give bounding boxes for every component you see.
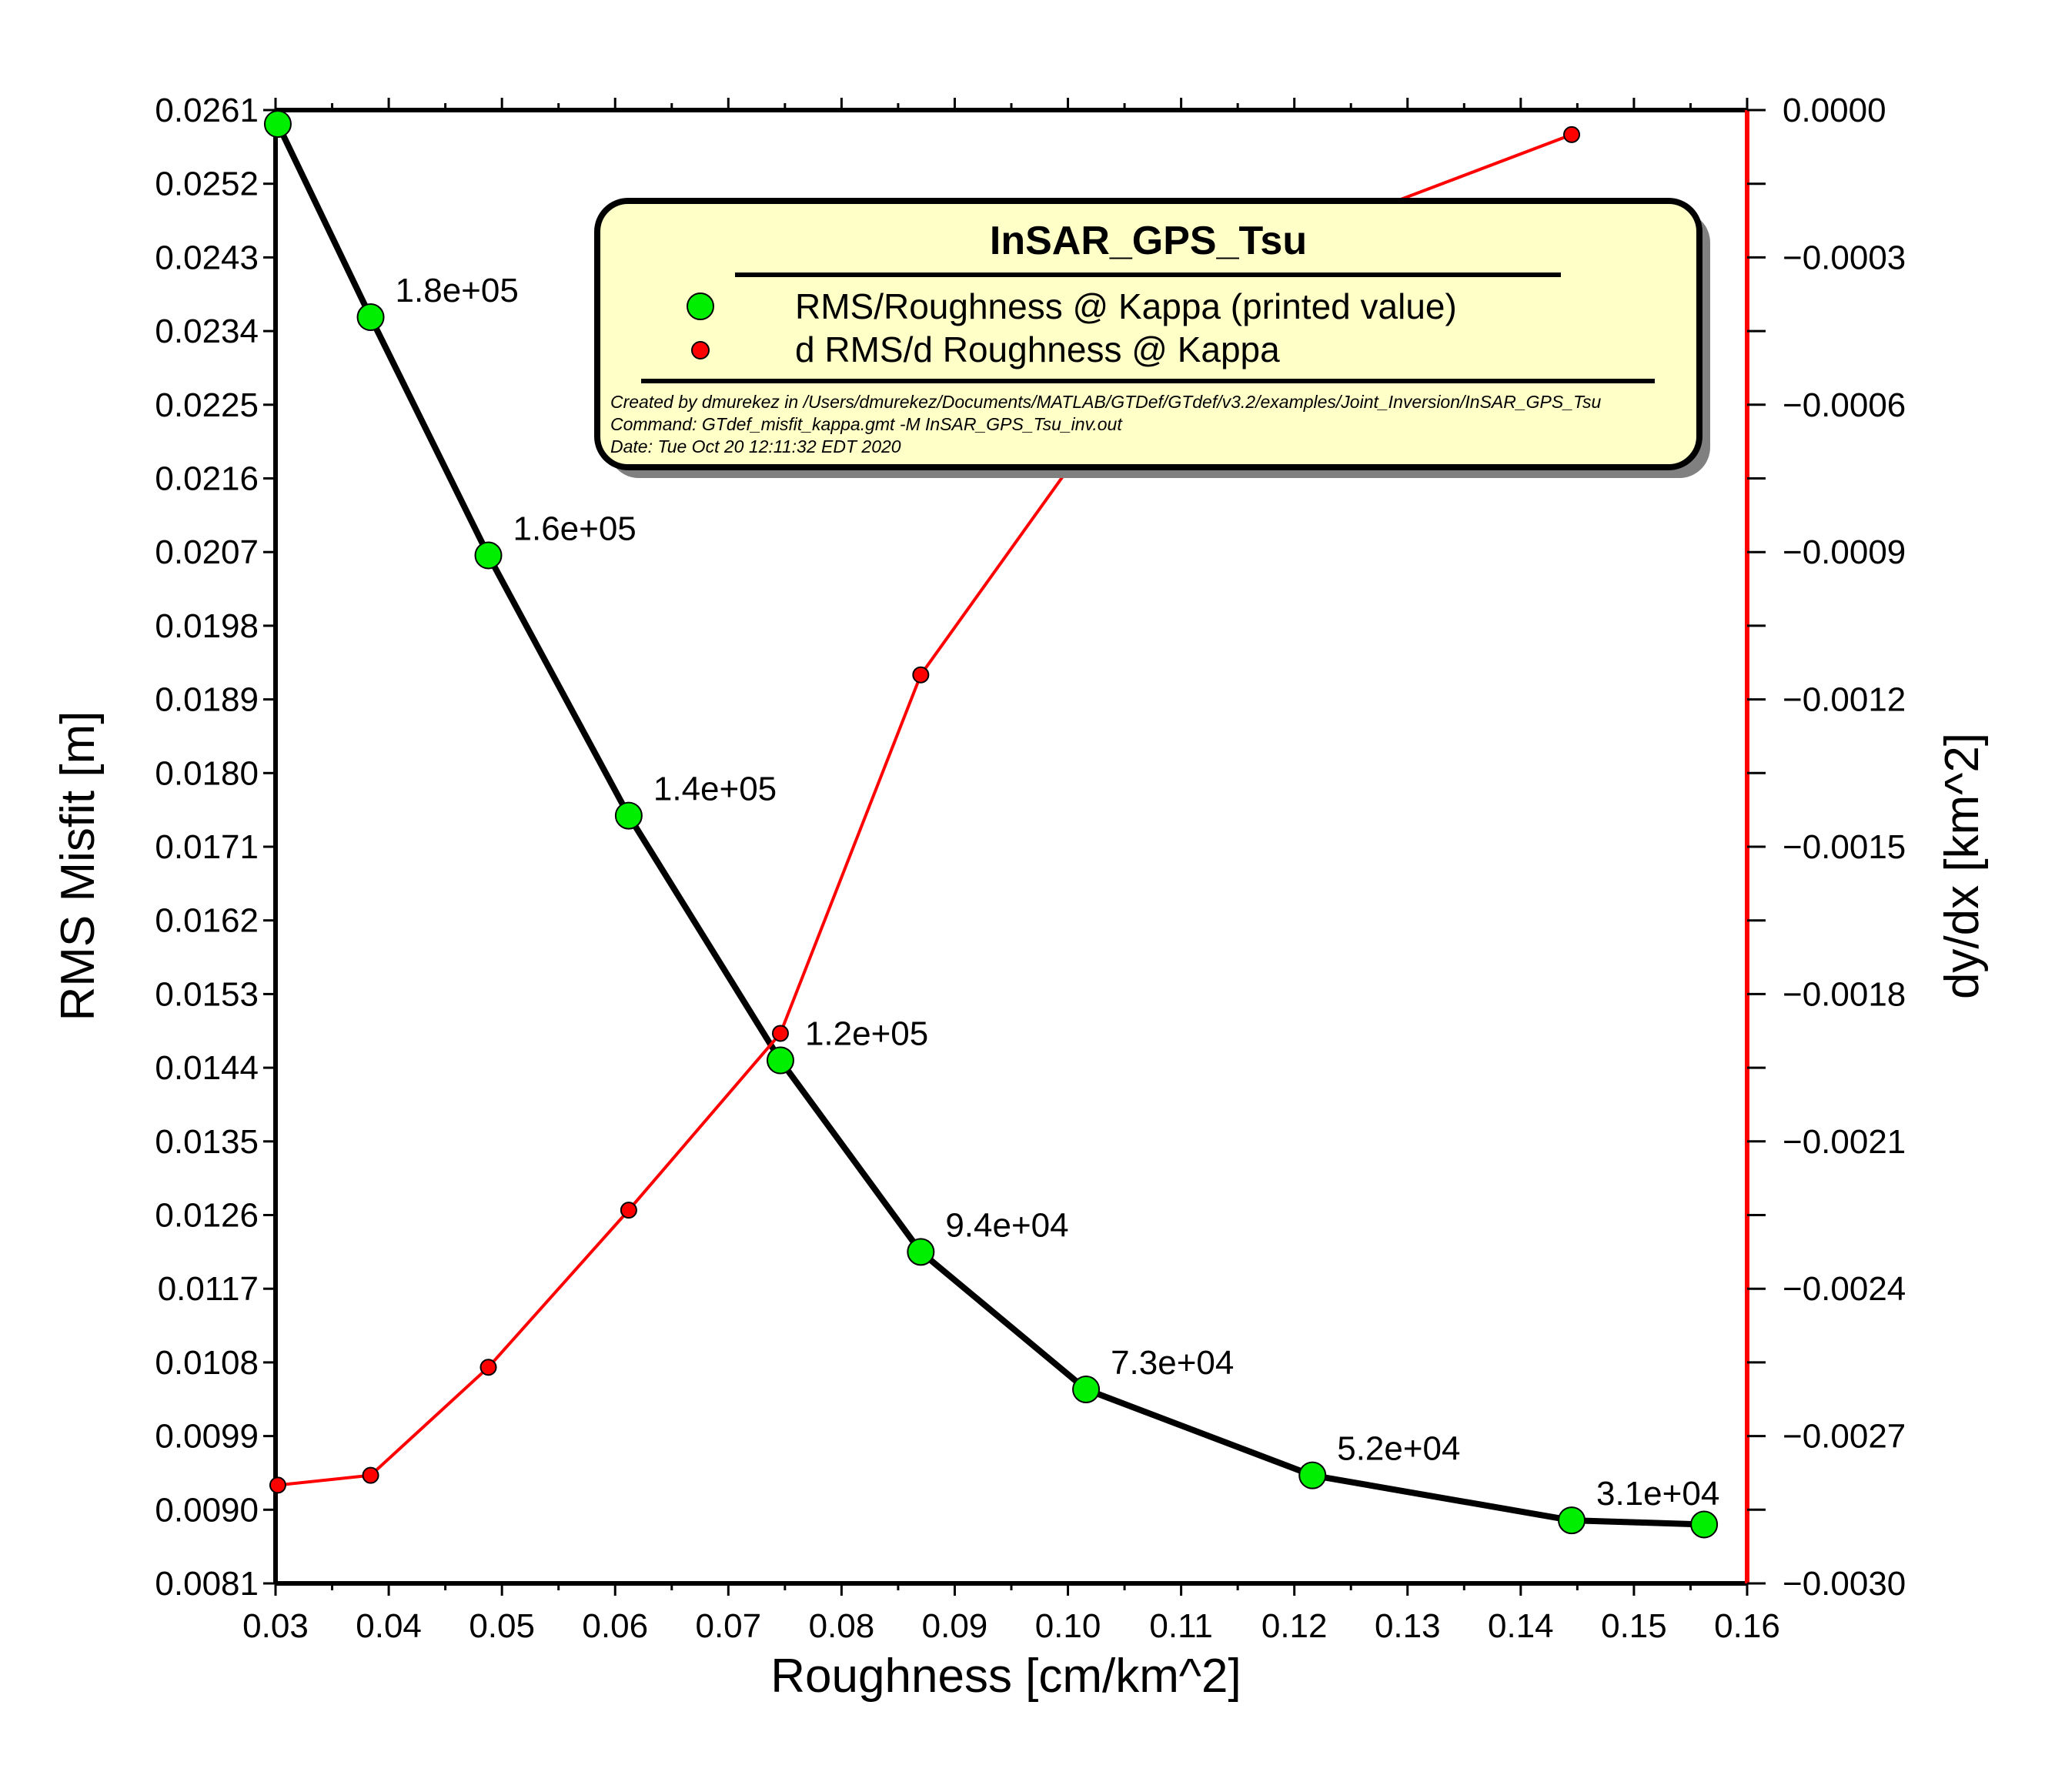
kappa-annotation: 9.4e+04 (945, 1206, 1068, 1244)
x-tick-label: 0.04 (356, 1607, 422, 1645)
x-tick-label: 0.15 (1601, 1607, 1667, 1645)
derivative-point (479, 1359, 497, 1376)
legend-entry-rms: RMS/Roughness @ Kappa (printed value) (795, 286, 1457, 326)
legend-meta-date: Date: Tue Oct 20 12:11:32 EDT 2020 (610, 436, 901, 456)
derivative-point (771, 1025, 789, 1042)
y-tick-label: 0.0153 (155, 975, 259, 1013)
y2-tick-label: −0.0030 (1783, 1565, 1906, 1603)
x-tick-label: 0.08 (809, 1607, 875, 1645)
x-tick-label: 0.07 (695, 1607, 761, 1645)
y-tick-label: 0.0099 (155, 1418, 259, 1456)
y2-tick-label: −0.0015 (1783, 828, 1906, 866)
derivative-point (1563, 125, 1581, 143)
y2-tick-label: −0.0003 (1783, 239, 1906, 276)
rms-point (474, 541, 503, 570)
x-tick-label: 0.06 (582, 1607, 648, 1645)
rms-point (1072, 1375, 1101, 1403)
kappa-annotation: 7.3e+04 (1111, 1344, 1234, 1382)
x-tick-label: 0.13 (1375, 1607, 1441, 1645)
x-tick-label: 0.14 (1488, 1607, 1554, 1645)
x-tick-label: 0.16 (1714, 1607, 1780, 1645)
legend-title: InSAR_GPS_Tsu (990, 219, 1307, 263)
kappa-annotation: 3.1e+04 (1596, 1475, 1719, 1513)
y2-tick-label: −0.0027 (1783, 1418, 1906, 1456)
rms-point (356, 303, 385, 332)
derivative-point (362, 1466, 379, 1484)
derivative-point (912, 666, 930, 684)
kappa-annotation: 5.2e+04 (1337, 1430, 1460, 1468)
rms-point (1690, 1510, 1719, 1539)
y-tick-label: 0.0126 (155, 1197, 259, 1235)
x-tick-label: 0.10 (1035, 1607, 1101, 1645)
y-tick-label: 0.0135 (155, 1123, 259, 1161)
rms-point (907, 1238, 935, 1266)
y-tick-label: 0.0108 (155, 1344, 259, 1382)
y-tick-label: 0.0198 (155, 607, 259, 645)
y-tick-label: 0.0081 (155, 1565, 259, 1603)
rms-point (614, 801, 643, 830)
rms-point (1298, 1461, 1327, 1489)
y-tick-label: 0.0243 (155, 239, 259, 276)
x-tick-label: 0.11 (1149, 1607, 1212, 1645)
kappa-annotation: 1.2e+05 (805, 1015, 928, 1053)
y-tick-label: 0.0216 (155, 460, 259, 498)
legend-box (594, 198, 1702, 470)
y2-tick-label: −0.0012 (1783, 681, 1906, 719)
y-tick-label: 0.0189 (155, 681, 259, 719)
y2-tick-label: −0.0018 (1783, 975, 1906, 1013)
y-tick-label: 0.0225 (155, 386, 259, 424)
x-axis-label: Roughness [cm/km^2] (770, 1650, 1241, 1703)
legend: InSAR_GPS_Tsu RMS/Roughness @ Kappa (pri… (594, 198, 1710, 478)
legend-marker-derivative (691, 341, 710, 359)
y-tick-label: 0.0171 (155, 828, 259, 866)
legend-meta-command: Command: GTdef_misfit_kappa.gmt -M InSAR… (610, 414, 1123, 434)
x-tick-label: 0.03 (242, 1607, 309, 1645)
axes-layer: 0.03 0.04 0.05 0.06 0.07 0.08 0.09 0.10 0.11 0.12… (155, 92, 1906, 1645)
y-tick-label: 0.0162 (155, 902, 259, 940)
derivative-point (269, 1476, 286, 1494)
y2-tick-label: −0.0021 (1783, 1123, 1906, 1161)
y-tick-label: 0.0234 (155, 313, 259, 350)
rms-point (766, 1046, 794, 1075)
legend-marker-rms (687, 293, 714, 320)
x-tick-label: 0.09 (922, 1607, 988, 1645)
y-tick-label: 0.0252 (155, 165, 259, 203)
y-tick-label: 0.0090 (155, 1491, 259, 1529)
y-axis-label: RMS Misfit [m] (52, 711, 105, 1021)
rms-misfit-line (275, 122, 1705, 1528)
rms-point (1558, 1506, 1586, 1535)
kappa-annotation: 1.4e+05 (653, 771, 777, 808)
y2-axis-label: dy/dx [km^2] (1936, 733, 1989, 999)
kappa-annotation: 1.8e+05 (396, 272, 519, 309)
legend-entry-derivative: d RMS/d Roughness @ Kappa (795, 329, 1280, 369)
labels-layer: 1.8e+05 1.6e+05 1.4e+05 1.2e+05 9.4e+04 7.3e+… (396, 272, 1720, 1513)
derivative-point (620, 1202, 637, 1219)
x-tick-label: 0.12 (1261, 1607, 1328, 1645)
y-tick-label: 0.0117 (158, 1270, 259, 1308)
legend-meta-created: Created by dmurekez in /Users/dmurekez/D… (610, 392, 1601, 412)
y2-tick-label: −0.0024 (1783, 1270, 1906, 1308)
y-tick-label: 0.0207 (155, 533, 259, 571)
y2-tick-label: −0.0006 (1783, 386, 1906, 424)
kappa-annotation: 1.6e+05 (513, 510, 637, 547)
y2-tick-label: −0.0009 (1783, 533, 1906, 571)
y-tick-label: 0.0144 (155, 1049, 259, 1087)
rms-point (263, 110, 292, 139)
y2-tick-label: 0.0000 (1783, 92, 1886, 129)
y-tick-label: 0.0261 (155, 92, 259, 129)
y-tick-label: 0.0180 (155, 754, 259, 792)
x-tick-label: 0.05 (469, 1607, 535, 1645)
